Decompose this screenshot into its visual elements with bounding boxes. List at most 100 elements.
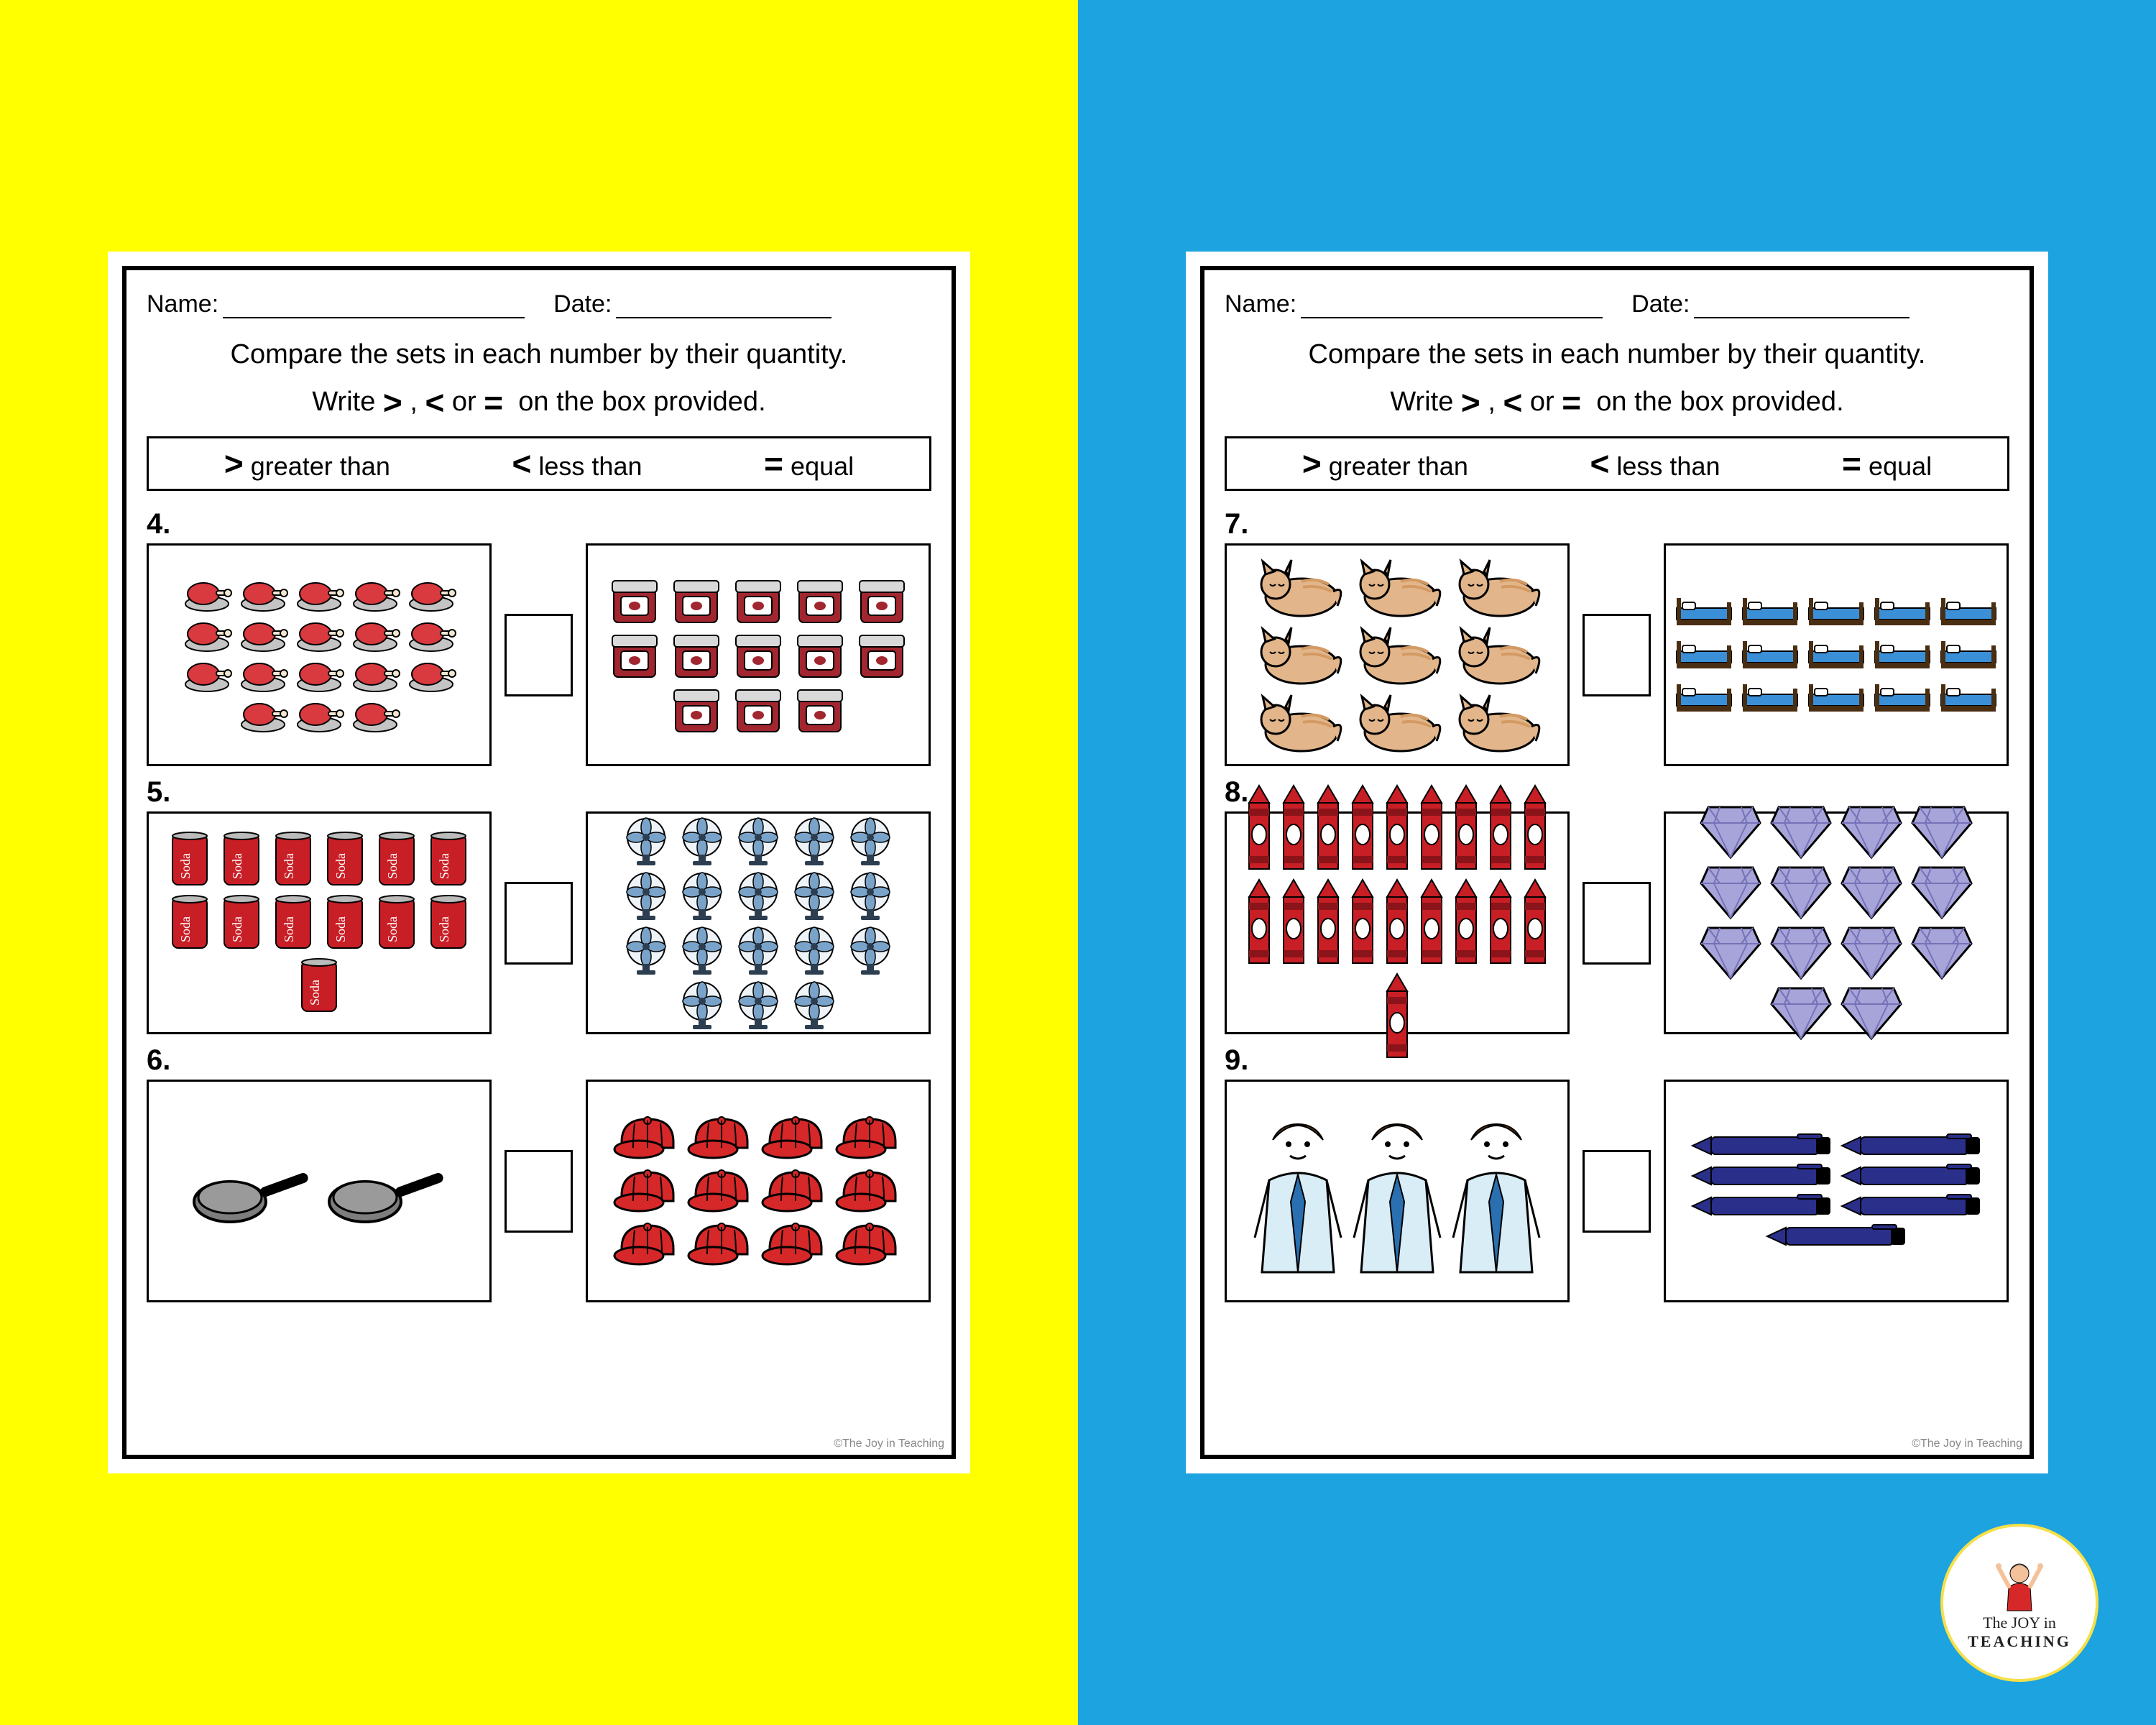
set-box-right: [586, 543, 931, 766]
worksheet-right: Name: Date: Compare the sets in each num…: [1186, 252, 2048, 1473]
set-box-right: [1664, 543, 2009, 766]
pan-icon: [187, 1144, 316, 1238]
svg-text:Soda: Soda: [437, 853, 451, 879]
soda-icon: Soda: [270, 893, 316, 952]
problem-number: 9.: [1225, 1044, 2009, 1077]
logo-figure-icon: [1994, 1555, 2045, 1612]
name-date-row: Name: Date:: [1225, 290, 2009, 318]
bed-icon: [1740, 678, 1800, 717]
svg-text:Soda: Soda: [437, 916, 451, 942]
fan-icon: [677, 870, 727, 921]
problem: 5.SodaSodaSodaSodaSodaSodaSodaSodaSodaSo…: [147, 776, 931, 1034]
bed-icon: [1674, 592, 1734, 631]
soda-icon: Soda: [270, 830, 316, 889]
pen-icon: [1690, 1193, 1833, 1219]
meat-icon: [182, 617, 232, 653]
jam-icon: [792, 575, 848, 625]
answer-box[interactable]: [1583, 614, 1651, 696]
soda-icon: Soda: [296, 957, 342, 1016]
crayon-icon: [1383, 878, 1411, 968]
meat-icon: [182, 657, 232, 693]
soda-icon: Soda: [167, 830, 213, 889]
fan-icon: [845, 816, 895, 866]
bed-icon: [1938, 635, 1999, 674]
pen-icon: [1764, 1223, 1908, 1249]
set-box-right: [586, 811, 931, 1034]
fan-icon: [621, 816, 671, 866]
soda-icon: Soda: [218, 830, 264, 889]
date-blank[interactable]: [1694, 297, 1909, 318]
answer-box[interactable]: [1583, 882, 1651, 965]
answer-box[interactable]: [505, 882, 573, 965]
set-box-left: [1225, 543, 1570, 766]
set-box-right: [1664, 811, 2009, 1034]
cat-icon: [1350, 623, 1444, 686]
jam-icon: [792, 684, 848, 735]
name-blank[interactable]: [223, 297, 525, 318]
jam-icon: [607, 630, 663, 680]
jam-icon: [792, 630, 848, 680]
soda-icon: Soda: [322, 893, 368, 952]
date-blank[interactable]: [616, 297, 831, 318]
bed-icon: [1806, 678, 1866, 717]
legend-lt: less than: [538, 451, 642, 481]
bed-icon: [1938, 592, 1999, 631]
jam-icon: [607, 575, 663, 625]
crayon-icon: [1383, 784, 1411, 874]
name-blank[interactable]: [1301, 297, 1603, 318]
fan-icon: [789, 980, 839, 1030]
svg-text:Soda: Soda: [230, 853, 244, 879]
crayon-icon: [1314, 878, 1342, 968]
svg-text:Soda: Soda: [178, 853, 193, 879]
answer-box[interactable]: [505, 1150, 573, 1233]
fan-icon: [789, 816, 839, 866]
legend-eq: equal: [1869, 451, 1932, 481]
svg-text:Soda: Soda: [333, 853, 348, 879]
bed-icon: [1806, 592, 1866, 631]
meat-icon: [294, 617, 344, 653]
fan-icon: [733, 925, 783, 975]
fan-icon: [789, 870, 839, 921]
answer-box[interactable]: [1583, 1150, 1651, 1233]
crayon-icon: [1348, 784, 1377, 874]
pen-icon: [1839, 1193, 1983, 1219]
meat-icon: [294, 697, 344, 733]
crayon-icon: [1314, 784, 1342, 874]
problem-row: [147, 543, 931, 766]
credit-text: ©The Joy in Teaching: [1912, 1438, 2022, 1450]
answer-box[interactable]: [505, 614, 573, 696]
fan-icon: [733, 816, 783, 866]
cap-icon: [761, 1167, 829, 1215]
legend-eq: equal: [791, 451, 854, 481]
jam-icon: [730, 575, 786, 625]
cap-icon: [687, 1220, 755, 1269]
problem: 9.: [1225, 1044, 2009, 1302]
pan-icon: [322, 1144, 451, 1238]
person-icon: [1350, 1108, 1444, 1274]
bed-icon: [1872, 678, 1932, 717]
bed-icon: [1806, 635, 1866, 674]
bed-icon: [1872, 635, 1932, 674]
diamond-icon: [1839, 925, 1904, 981]
meat-icon: [350, 657, 400, 693]
meat-icon: [406, 576, 456, 612]
jam-icon: [668, 630, 724, 680]
meat-icon: [406, 657, 456, 693]
pen-icon: [1839, 1133, 1983, 1159]
diamond-icon: [1698, 925, 1763, 981]
person-icon: [1251, 1108, 1345, 1274]
problem-row: SodaSodaSodaSodaSodaSodaSodaSodaSodaSoda…: [147, 811, 931, 1034]
crayon-icon: [1279, 878, 1308, 968]
meat-icon: [350, 697, 400, 733]
crayon-icon: [1452, 878, 1480, 968]
diamond-icon: [1909, 865, 1974, 921]
meat-icon: [238, 697, 288, 733]
jam-icon: [854, 575, 910, 625]
credit-text: ©The Joy in Teaching: [834, 1438, 944, 1450]
problem: 8.: [1225, 776, 2009, 1034]
pen-icon: [1690, 1133, 1833, 1159]
meat-icon: [182, 576, 232, 612]
jam-icon: [854, 630, 910, 680]
meat-icon: [350, 617, 400, 653]
fan-icon: [845, 870, 895, 921]
